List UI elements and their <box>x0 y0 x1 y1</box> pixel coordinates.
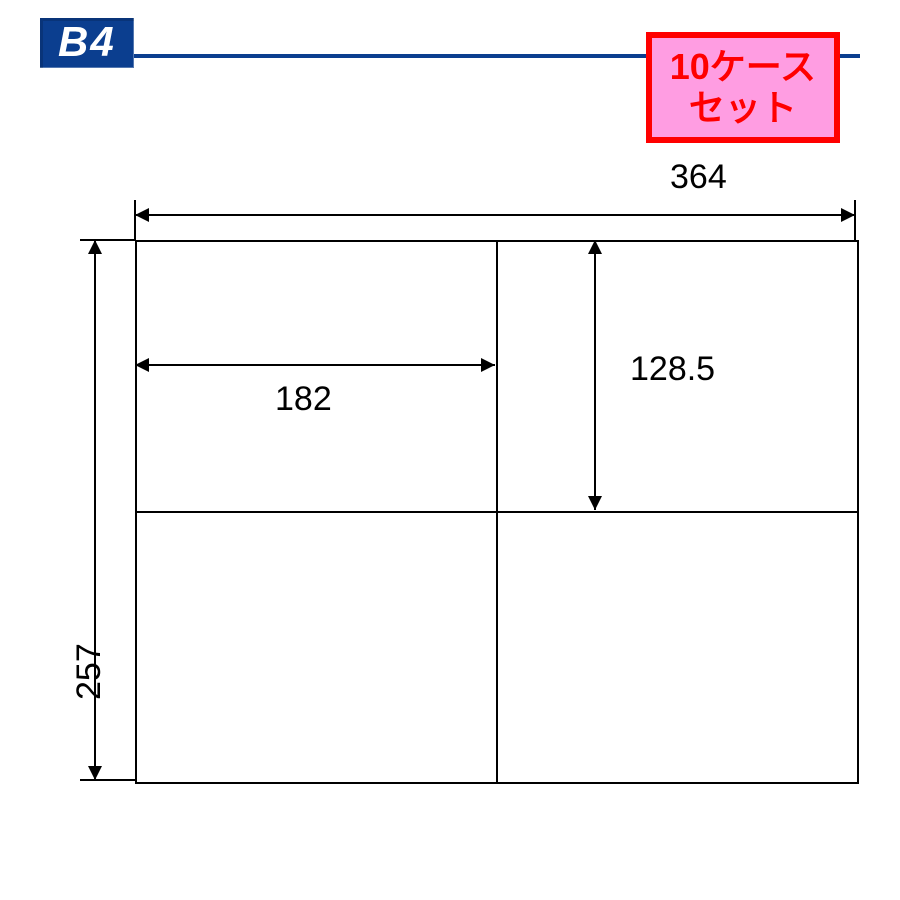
dim-cell-width <box>135 350 495 380</box>
promo-badge: 10ケース セット <box>646 32 840 143</box>
sheet-hsplit <box>137 511 857 513</box>
dim-total-height-label: 257 <box>70 643 109 700</box>
drawing-stage: 364 257 182 128.5 <box>40 180 860 840</box>
dim-total-width <box>135 200 855 230</box>
sheet-outline <box>135 240 859 784</box>
promo-line2: セット <box>670 87 816 128</box>
dim-total-width-label: 364 <box>670 158 727 197</box>
promo-line1: 10ケース <box>670 46 816 87</box>
format-tab: B4 <box>40 18 134 68</box>
dim-cell-height-label: 128.5 <box>630 350 715 389</box>
dim-cell-height <box>580 240 610 510</box>
dim-cell-width-label: 182 <box>275 380 332 419</box>
